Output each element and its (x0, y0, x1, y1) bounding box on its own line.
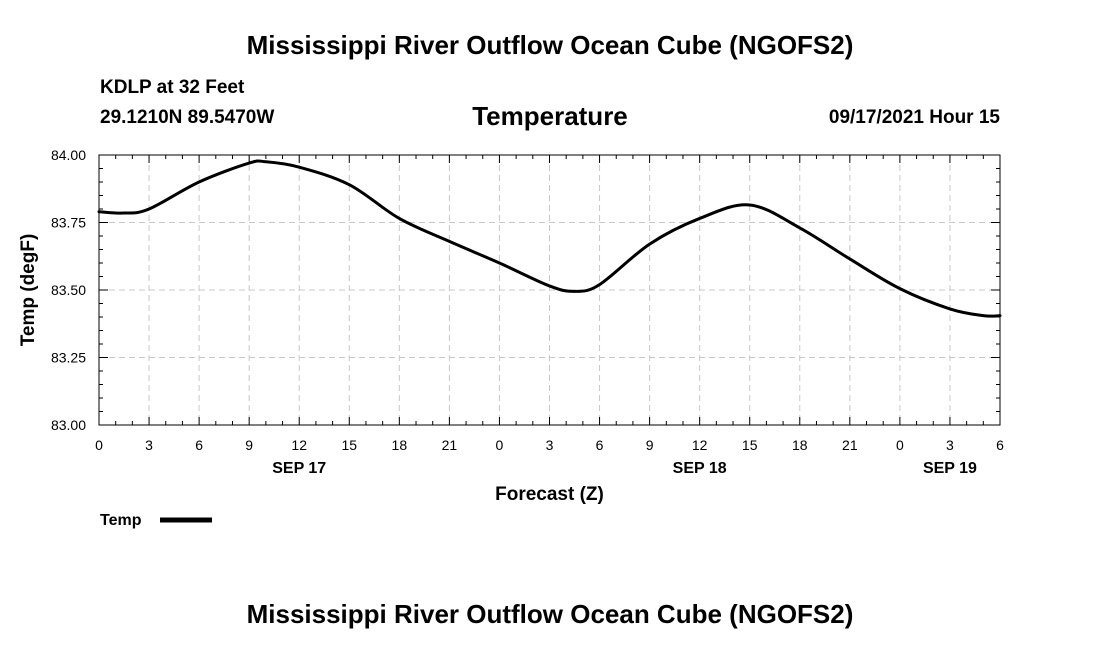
y-tick-label: 83.75 (51, 215, 86, 231)
grid (99, 155, 1000, 425)
y-tick-label: 84.00 (51, 147, 86, 163)
x-tick-label: 12 (692, 437, 708, 453)
x-tick-label: 18 (392, 437, 408, 453)
x-tick-label: 18 (792, 437, 808, 453)
x-tick-label: 3 (145, 437, 153, 453)
plot-title: Temperature (472, 101, 628, 131)
y-tick-label: 83.25 (51, 350, 86, 366)
x-tick-label: 3 (946, 437, 954, 453)
coordinates-label: 29.1210N 89.5470W (100, 107, 275, 128)
x-tick-label: 0 (95, 437, 103, 453)
y-axis-label: Temp (degF) (18, 234, 39, 347)
legend-label: Temp (100, 512, 142, 529)
tick-labels: 0 3 6 9 12 15 18 21 0 3 6 9 12 15 18 21 0 3 6 83.00 83.25 83.… (51, 147, 1004, 477)
x-tick-label: 15 (341, 437, 357, 453)
date-label: SEP 18 (673, 460, 727, 477)
x-axis-label: Forecast (Z) (495, 484, 604, 505)
date-label: SEP 17 (272, 460, 326, 477)
x-tick-label: 0 (496, 437, 504, 453)
temp-series-line (97, 159, 1002, 318)
plot-frame (98, 154, 1001, 426)
x-tick-label: 3 (546, 437, 554, 453)
y-tick-label: 83.00 (51, 417, 86, 433)
x-tick-label: 9 (646, 437, 654, 453)
x-tick-label: 9 (245, 437, 253, 453)
x-tick-label: 21 (442, 437, 458, 453)
date-label: SEP 19 (923, 460, 977, 477)
x-tick-label: 6 (596, 437, 604, 453)
x-tick-label: 12 (291, 437, 307, 453)
station-label: KDLP at 32 Feet (100, 77, 245, 98)
timestamp-label: 09/17/2021 Hour 15 (828, 107, 1000, 128)
y-tick-label: 83.50 (51, 282, 86, 298)
x-tick-label: 0 (896, 437, 904, 453)
x-tick-label: 21 (842, 437, 858, 453)
x-tick-label: 6 (996, 437, 1004, 453)
chart-title: Mississippi River Outflow Ocean Cube (NG… (246, 30, 854, 60)
x-tick-label: 6 (195, 437, 203, 453)
x-tick-label: 15 (742, 437, 758, 453)
footer-title: Mississippi River Outflow Ocean Cube (NG… (246, 599, 854, 629)
